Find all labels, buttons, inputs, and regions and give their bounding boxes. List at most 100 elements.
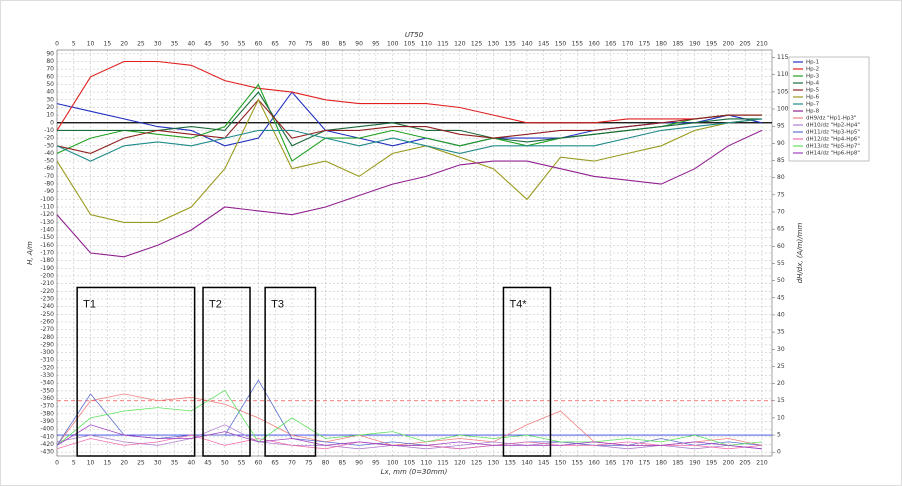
y-tick-label: -300 <box>40 349 54 356</box>
y-tick-label: -10 <box>44 127 54 134</box>
x-tick-label-top: 155 <box>572 41 584 48</box>
x-tick-label-top: 160 <box>588 41 600 48</box>
legend-label: dH12/dz "Hp4-Hp6" <box>806 137 860 143</box>
x-tick-label: 105 <box>404 460 416 467</box>
y-tick-label: -190 <box>40 265 54 272</box>
x-tick-label-top: 60 <box>255 41 263 48</box>
x-axis-label: Lx, mm (0=30mm) <box>381 468 448 476</box>
x-tick-label: 130 <box>488 460 500 467</box>
x-tick-label-top: 20 <box>120 41 128 48</box>
y-tick-label: -400 <box>40 426 54 433</box>
y-tick-label: -210 <box>40 280 54 287</box>
x-tick-label-top: 200 <box>723 41 735 48</box>
y-tick-label: -320 <box>40 364 54 371</box>
y-tick-label: -140 <box>40 227 54 234</box>
y-tick-label: 0 <box>50 119 54 126</box>
x-tick-label: 70 <box>288 460 296 467</box>
x-tick-label-top: 145 <box>538 41 550 48</box>
y2-tick-label: 25 <box>777 363 785 370</box>
y-tick-label: -200 <box>40 272 54 279</box>
y-tick-label: -360 <box>40 395 54 402</box>
y-tick-label: -390 <box>40 418 54 425</box>
series-line <box>56 60 762 131</box>
y-tick-label: -130 <box>40 219 54 226</box>
y-tick-label: -180 <box>40 257 54 264</box>
x-tick-label: 15 <box>104 460 112 467</box>
legend-label: Hp-2 <box>806 67 819 73</box>
x-tick-label-top: 70 <box>288 41 296 48</box>
x-tick-label: 40 <box>187 460 195 467</box>
x-tick-label-top: 15 <box>104 41 112 48</box>
annotation-label: T2 <box>209 298 222 310</box>
y2-tick-label: 45 <box>777 294 785 301</box>
y2-tick-label: 110 <box>777 71 789 78</box>
y-tick-label: -170 <box>40 250 54 257</box>
y-tick-label: -30 <box>44 142 54 149</box>
y-tick-label: -160 <box>40 242 54 249</box>
x-tick-label: 165 <box>605 460 617 467</box>
y-tick-label: -70 <box>44 173 54 180</box>
y-tick-label: -370 <box>40 403 54 410</box>
y2-tick-label: 20 <box>777 380 785 387</box>
y-tick-label: 40 <box>46 89 54 96</box>
x-tick-label: 100 <box>387 460 399 467</box>
y-tick-label: -310 <box>40 357 54 364</box>
y-tick-label: 20 <box>46 104 54 111</box>
y-tick-label: -240 <box>40 303 54 310</box>
chart-title: UT50 <box>405 31 424 39</box>
y-tick-label: -420 <box>40 441 54 448</box>
y2-tick-label: 60 <box>777 243 785 250</box>
x-tick-label-top: 30 <box>154 41 162 48</box>
x-tick-label: 205 <box>739 460 751 467</box>
annotation-box <box>502 286 552 457</box>
annotation-box <box>76 286 196 457</box>
y-tick-label: -220 <box>40 288 54 295</box>
x-tick-label-top: 95 <box>372 41 380 48</box>
x-tick-label-top: 205 <box>739 41 751 48</box>
x-tick-label-top: 100 <box>387 41 399 48</box>
x-tick-label-top: 165 <box>605 41 617 48</box>
y-tick-label: -380 <box>40 410 54 417</box>
y-tick-label: -260 <box>40 318 54 325</box>
y2-tick-label: 95 <box>777 123 785 130</box>
series-line <box>56 379 762 450</box>
legend-label: dH14/dz "Hp6-Hp8" <box>806 151 860 157</box>
annotation-box <box>202 286 251 457</box>
y-tick-label: -280 <box>40 334 54 341</box>
x-tick-label: 200 <box>723 460 735 467</box>
legend-label: Hp-7 <box>806 102 820 108</box>
y-tick-label: -250 <box>40 311 54 318</box>
x-tick-label-top: 80 <box>322 41 330 48</box>
legend-label: Hp-5 <box>806 88 820 94</box>
x-tick-label: 30 <box>154 460 162 467</box>
x-tick-label: 150 <box>555 460 567 467</box>
x-tick-label-top: 175 <box>639 41 651 48</box>
x-tick-label-top: 25 <box>137 41 145 48</box>
series-line <box>56 98 762 154</box>
y-tick-label: -340 <box>40 380 54 387</box>
x-tick-label: 20 <box>120 460 128 467</box>
y2-tick-label: 65 <box>777 226 785 233</box>
x-tick-label: 180 <box>655 460 667 467</box>
x-tick-label-top: 195 <box>706 41 718 48</box>
x-tick-label: 210 <box>756 460 768 467</box>
x-tick-label-top: 115 <box>437 41 449 48</box>
x-tick-label: 160 <box>588 460 600 467</box>
series-line <box>56 129 763 258</box>
y-tick-label: -40 <box>44 150 54 157</box>
x-tick-label: 90 <box>355 460 363 467</box>
legend-box <box>788 56 870 162</box>
series-line <box>56 389 762 446</box>
y2-tick-label: 100 <box>777 106 789 113</box>
y2-tick-label: 35 <box>777 329 785 336</box>
x-tick-label: 190 <box>689 460 701 467</box>
x-tick-label-top: 0 <box>55 41 59 48</box>
y-tick-label: 90 <box>46 50 54 57</box>
x-tick-label: 135 <box>504 460 516 467</box>
x-tick-label-top: 50 <box>221 41 229 48</box>
y-tick-label: -430 <box>40 449 54 456</box>
y2-tick-label: 55 <box>777 260 785 267</box>
x-tick-label: 45 <box>204 460 212 467</box>
